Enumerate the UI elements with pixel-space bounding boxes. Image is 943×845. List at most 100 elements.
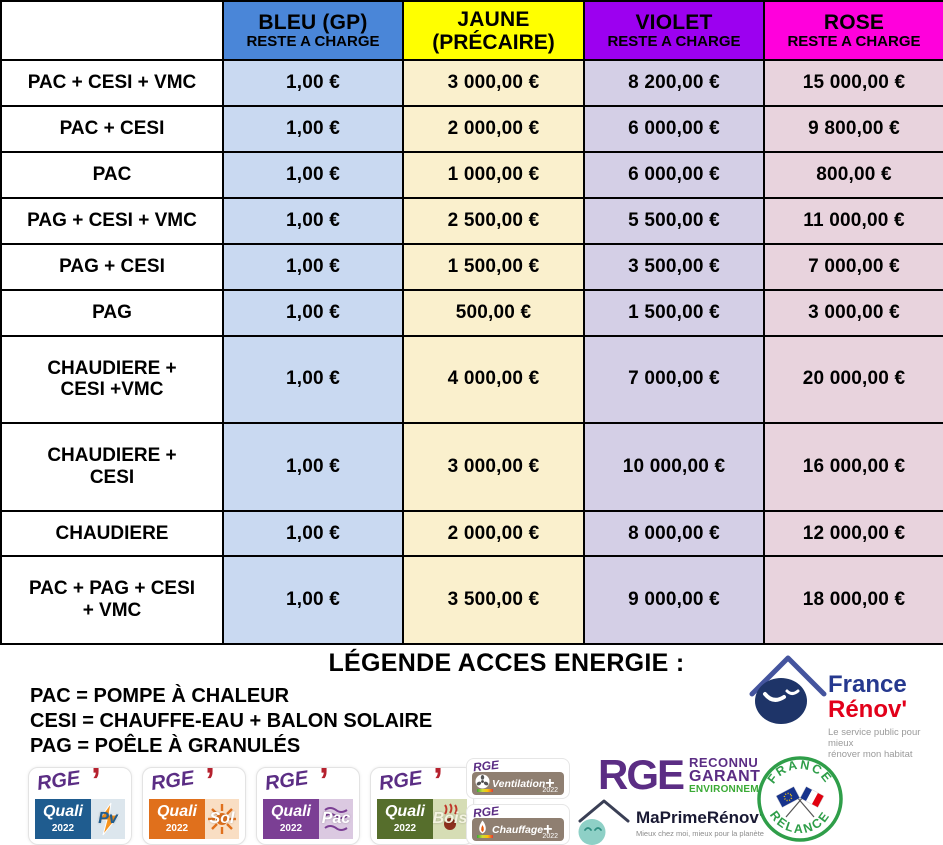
column-header-violet: VIOLET RESTE A CHARGE <box>583 0 765 61</box>
brand-tagline: Le service public pour mieux <box>828 727 921 749</box>
rge-qualisol-badge: RGE Quali 2022 <box>142 767 246 845</box>
year-label: 2022 <box>393 823 417 834</box>
value-cell: 2 000,00 € <box>402 509 585 558</box>
apostrophe-icon <box>205 760 215 802</box>
table-row: PAC 1,00 € 1 000,00 € 6 000,00 € 800,00 … <box>0 150 943 199</box>
maprimerenov-logo: MaPrimeRénov' Mieux chez moi, mieux pour… <box>578 795 764 845</box>
rge-qualibois-badge: RGE Quali 2022 Bois <box>370 767 474 845</box>
plus-sign: + <box>543 820 553 838</box>
flame-icon <box>475 820 490 840</box>
badge-label: Chauffage <box>492 823 544 836</box>
table-row: CHAUDIERE 1,00 € 2 000,00 € 8 000,00 € 1… <box>0 509 943 558</box>
brand-name: MaPrimeRénov' <box>636 808 763 827</box>
quali-label: Quali <box>384 803 425 820</box>
column-subtitle: RESTE A CHARGE <box>787 33 921 50</box>
legend-item: PAC = POMPE À CHALEUR <box>30 685 290 707</box>
value-cell: 3 000,00 € <box>402 59 585 107</box>
brand-name: France <box>828 671 907 698</box>
suffix-label: Pv <box>98 810 118 827</box>
value-cell: 3 500,00 € <box>402 555 585 645</box>
suffix-label: Pac <box>321 810 351 827</box>
table-row: PAC + CESI + VMC 1,00 € 3 000,00 € 8 200… <box>0 59 943 107</box>
value-cell: 18 000,00 € <box>763 555 943 645</box>
row-label: PAC + CESI + VMC <box>0 59 224 107</box>
suffix-label: Sol <box>209 810 235 827</box>
column-header-jaune: JAUNE (PRÉCAIRE) <box>402 0 585 61</box>
brand-tagline: Mieux chez moi, mieux pour la planète <box>636 829 764 838</box>
value-cell: 1,00 € <box>222 422 404 512</box>
house-icon <box>578 795 632 845</box>
header-row: BLEU (GP) RESTE A CHARGE JAUNE (PRÉCAIRE… <box>0 0 943 61</box>
subsidy-table: BLEU (GP) RESTE A CHARGE JAUNE (PRÉCAIRE… <box>0 0 943 645</box>
energy-scale-icon <box>477 789 493 792</box>
row-label: PAG <box>0 288 224 337</box>
table-row: PAG + CESI 1,00 € 1 500,00 € 3 500,00 € … <box>0 242 943 291</box>
row-label: CHAUDIERE + CESI +VMC <box>0 334 224 425</box>
apostrophe-icon <box>91 760 101 802</box>
house-icon <box>748 655 830 732</box>
apostrophe-icon <box>433 760 443 802</box>
fan-icon <box>475 774 490 794</box>
rge-acronym: RGE <box>598 751 685 798</box>
row-label: PAC <box>0 150 224 199</box>
value-cell: 1,00 € <box>222 555 404 645</box>
row-label: PAC + PAG + CESI + VMC <box>0 555 224 645</box>
rge-ventilation-badge: RGE Ventilation + 2022 <box>466 758 570 799</box>
france-renov-logo: France Rénov' Le service public pour mie… <box>748 650 943 760</box>
rge-label: RGE <box>35 767 82 795</box>
value-cell: 9 800,00 € <box>763 104 943 153</box>
fr-flag-icon <box>799 786 825 808</box>
quali-label: Quali <box>270 803 311 820</box>
value-cell: 3 500,00 € <box>583 242 765 291</box>
value-cell: 3 000,00 € <box>402 422 585 512</box>
column-subtitle: RESTE A CHARGE <box>246 33 380 50</box>
value-cell: 1,00 € <box>222 150 404 199</box>
value-cell: 1,00 € <box>222 59 404 107</box>
value-cell: 12 000,00 € <box>763 509 943 558</box>
value-cell: 2 000,00 € <box>402 104 585 153</box>
year-label: 2022 <box>542 787 558 794</box>
value-cell: 1 000,00 € <box>402 150 585 199</box>
value-cell: 9 000,00 € <box>583 555 765 645</box>
lightning-icon <box>93 802 123 841</box>
plus-sign: + <box>545 774 555 792</box>
row-label: PAG + CESI <box>0 242 224 291</box>
column-subtitle: (PRÉCAIRE) <box>432 30 555 54</box>
rge-qualipv-badge: RGE Quali 2022 Pv <box>28 767 132 845</box>
brand-tagline: rénover mon habitat <box>828 749 913 760</box>
column-title: VIOLET <box>635 11 713 34</box>
value-cell: 20 000,00 € <box>763 334 943 425</box>
rge-logo: RGE RECONNU GARANT ENVIRONNEMENT <box>598 751 779 798</box>
table-row: CHAUDIERE + CESI 1,00 € 3 000,00 € 10 00… <box>0 422 943 512</box>
energy-scale-icon <box>477 835 493 838</box>
eu-flag-icon <box>775 786 801 808</box>
row-label: CHAUDIERE + CESI <box>0 422 224 512</box>
row-label: PAG + CESI + VMC <box>0 196 224 245</box>
rge-line: RECONNU <box>689 755 759 770</box>
row-label: PAC + CESI <box>0 104 224 153</box>
column-title: ROSE <box>823 11 885 34</box>
value-cell: 1 500,00 € <box>402 242 585 291</box>
value-cell: 1,00 € <box>222 288 404 337</box>
value-cell: 6 000,00 € <box>583 150 765 199</box>
table-row: CHAUDIERE + CESI +VMC 1,00 € 4 000,00 € … <box>0 334 943 425</box>
column-subtitle: RESTE A CHARGE <box>607 33 741 50</box>
legend-items: PAC = POMPE À CHALEUR CESI = CHAUFFE-EAU… <box>30 684 432 759</box>
value-cell: 1,00 € <box>222 104 404 153</box>
flame-icon <box>435 802 465 841</box>
rge-label: RGE <box>377 767 424 795</box>
france-relance-logo: FRANCE RELANCE <box>756 755 844 845</box>
legend-item: CESI = CHAUFFE-EAU + BALON SOLAIRE <box>30 710 433 732</box>
table-row: PAC + CESI 1,00 € 2 000,00 € 6 000,00 € … <box>0 104 943 153</box>
value-cell: 7 000,00 € <box>583 334 765 425</box>
legend-title: LÉGENDE ACCES ENERGIE : <box>328 649 685 677</box>
table-row: PAG 1,00 € 500,00 € 1 500,00 € 3 000,00 … <box>0 288 943 337</box>
value-cell: 5 500,00 € <box>583 196 765 245</box>
rge-label: RGE <box>263 767 310 795</box>
row-label: CHAUDIERE <box>0 509 224 558</box>
value-cell: 3 000,00 € <box>763 288 943 337</box>
year-label: 2022 <box>165 823 189 834</box>
value-cell: 10 000,00 € <box>583 422 765 512</box>
badge-label: Ventilation <box>492 777 546 790</box>
